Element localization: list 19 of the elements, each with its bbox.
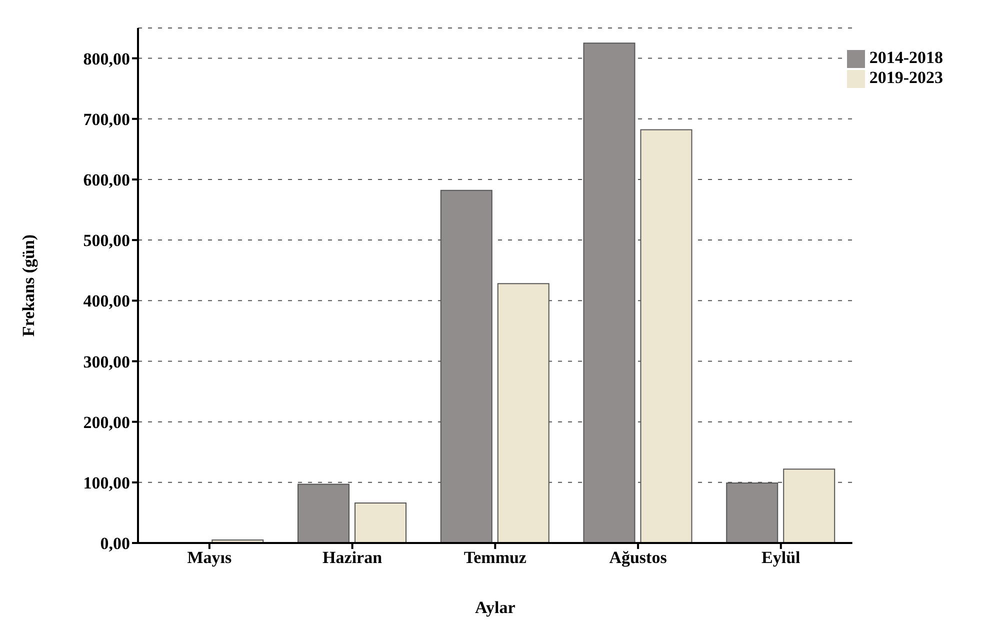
legend-label: 2019-2023 bbox=[869, 68, 943, 88]
y-tick-label: 0,00 bbox=[100, 534, 130, 554]
x-tick-label: Haziran bbox=[322, 548, 383, 568]
x-tick-label: Mayıs bbox=[187, 548, 232, 568]
y-tick-label: 400,00 bbox=[83, 292, 130, 311]
legend-label: 2014-2018 bbox=[869, 48, 943, 67]
bar bbox=[354, 502, 407, 543]
y-tick-label: 300,00 bbox=[83, 352, 130, 372]
y-tick-label: 700,00 bbox=[83, 110, 130, 129]
y-tick-label: 500,00 bbox=[83, 231, 130, 250]
y-tick-label: 600,00 bbox=[83, 170, 130, 190]
y-tick-label: 100,00 bbox=[83, 473, 130, 492]
y-axis-title: Frekans (gün) bbox=[19, 234, 38, 337]
x-tick-label: Eylül bbox=[762, 548, 801, 568]
y-tick-label: 800,00 bbox=[83, 49, 130, 68]
y-tick-label: 200,00 bbox=[83, 412, 130, 432]
x-axis-title: Aylar bbox=[475, 598, 516, 617]
x-tick-label: Temmuz bbox=[464, 548, 527, 568]
x-tick-label: Ağustos bbox=[609, 548, 668, 568]
